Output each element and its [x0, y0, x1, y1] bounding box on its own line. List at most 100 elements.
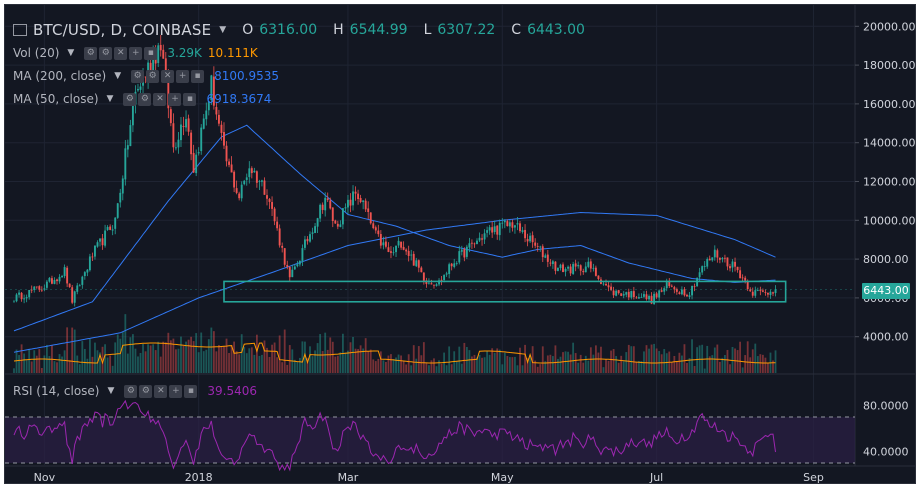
volume-bar [534, 360, 537, 373]
volume-bar [359, 345, 362, 373]
volume-bar [167, 332, 170, 373]
symbol-title[interactable]: BTC/USD, D, COINBASE [33, 21, 212, 39]
volume-bar [541, 346, 544, 373]
ma200-label[interactable]: MA (200, close) [13, 69, 107, 83]
volume-bar [514, 356, 516, 373]
volume-bar [458, 346, 461, 373]
price-chart[interactable]: 20000.00 18000.00 16000.00 14000.00 12000.00… [5, 5, 916, 484]
time-tick-label: Sep [803, 471, 824, 484]
volume-bar [612, 349, 615, 373]
candle-body [488, 227, 491, 231]
chevron-down-icon[interactable]: ▼ [114, 71, 122, 81]
candle-body [326, 198, 329, 201]
volume-bar [197, 352, 200, 373]
candle-body [71, 287, 74, 303]
more-icon[interactable]: ▪ [144, 46, 158, 60]
volume-bar [602, 367, 605, 373]
candle-body [354, 191, 357, 194]
volume-bar [405, 364, 408, 373]
rsi-label[interactable]: RSI (14, close) [13, 384, 100, 398]
settings-icon[interactable]: ⚙ [124, 384, 138, 398]
close-icon[interactable]: ✕ [153, 92, 167, 106]
candle-body [772, 292, 774, 294]
add-icon[interactable]: + [169, 384, 183, 398]
candle-body [395, 245, 397, 253]
volume-bar [331, 341, 334, 373]
settings-icon[interactable]: ⚙ [84, 46, 98, 60]
volume-bar [286, 364, 289, 373]
chevron-down-icon[interactable]: ▼ [67, 48, 75, 58]
candle-body [28, 290, 31, 298]
settings-icon[interactable]: ⚙ [131, 69, 145, 83]
volume-bar [278, 335, 281, 373]
more-icon[interactable]: ▪ [184, 384, 198, 398]
volume-bar [377, 358, 380, 373]
more-icon[interactable]: ▪ [183, 92, 197, 106]
candle-body [367, 208, 370, 213]
candle-body [374, 227, 377, 231]
settings-icon[interactable]: ⚙ [146, 69, 160, 83]
candle-body [210, 75, 213, 101]
candle-body [96, 242, 99, 247]
add-icon[interactable]: + [168, 92, 182, 106]
volume-bar [94, 342, 96, 373]
candle-body [519, 223, 521, 232]
candle-body [126, 145, 129, 150]
candle-body [260, 180, 263, 182]
vol-label[interactable]: Vol (20) [13, 46, 60, 60]
price-tick-label: 18000.00 [863, 59, 916, 72]
volume-bar [106, 357, 109, 373]
close-icon[interactable]: ✕ [154, 384, 168, 398]
volume-bar [718, 361, 721, 373]
volume-bar [301, 341, 304, 373]
chevron-down-icon[interactable]: ▼ [106, 94, 114, 104]
settings-icon[interactable]: ⚙ [138, 92, 152, 106]
candle-body [121, 178, 124, 194]
candle-body [180, 124, 182, 141]
volume-bar [615, 356, 618, 373]
settings-icon[interactable]: ⚙ [99, 46, 113, 60]
add-icon[interactable]: + [176, 69, 190, 83]
candle-body [691, 285, 693, 296]
chevron-down-icon[interactable]: ▼ [107, 386, 115, 396]
candle-body [465, 246, 468, 257]
time-tick-label: 2018 [185, 471, 213, 484]
candle-body [455, 263, 458, 264]
candle-body [660, 290, 663, 292]
chevron-down-icon[interactable]: ▼ [219, 25, 227, 35]
candle-body [61, 275, 64, 278]
menu-icon[interactable] [13, 24, 27, 36]
candle-body [311, 232, 314, 234]
volume-bar [23, 353, 26, 373]
volume-bar [713, 347, 716, 373]
add-icon[interactable]: + [129, 46, 143, 60]
rsi-line [13, 399, 776, 472]
vol-legend: Vol (20) ▼ ⚙ ⚙ ✕ + ▪ 3.29K 10.111K [13, 46, 258, 60]
volume-bar [726, 349, 729, 373]
volume-bar [428, 365, 430, 373]
volume-bar [711, 355, 714, 373]
settings-icon[interactable]: ⚙ [139, 384, 153, 398]
candle-body [544, 255, 547, 258]
close-icon[interactable]: ✕ [161, 69, 175, 83]
price-tick-label: 12000.00 [863, 176, 916, 189]
candle-body [513, 225, 516, 228]
volume-bar [68, 360, 71, 373]
volume-bar [134, 348, 137, 373]
candle-body [511, 222, 514, 228]
candle-body [433, 284, 435, 286]
close-icon[interactable]: ✕ [114, 46, 128, 60]
ma50-label[interactable]: MA (50, close) [13, 92, 99, 106]
volume-bar [430, 360, 433, 373]
volume-bar [354, 348, 357, 373]
symbol-legend: BTC/USD, D, COINBASE ▼ O 6316.00 H 6544.99 … [13, 21, 585, 39]
more-icon[interactable]: ▪ [191, 69, 205, 83]
settings-icon[interactable]: ⚙ [123, 92, 137, 106]
candle-body [706, 259, 709, 267]
price-tick-label: 4000.00 [863, 331, 909, 344]
volume-bar [653, 343, 655, 373]
candle-body [645, 294, 648, 300]
volume-bar [473, 354, 476, 373]
volume-bar [139, 352, 142, 373]
candle-body [632, 291, 635, 297]
